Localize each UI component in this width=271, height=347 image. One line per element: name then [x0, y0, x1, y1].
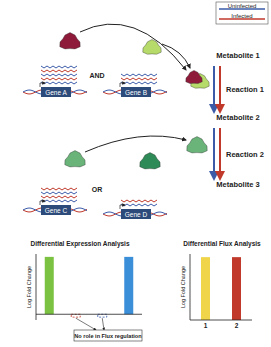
mrna [41, 82, 77, 84]
reaction-label: Reaction 1 [226, 85, 264, 94]
bar [232, 257, 241, 320]
reaction-label: Reaction 2 [226, 150, 264, 159]
gene-label: Gene B [125, 89, 147, 96]
reaction-arrow [219, 128, 221, 179]
arrow [162, 44, 190, 68]
arrow [85, 136, 186, 152]
bar [98, 314, 107, 317]
gene-box [41, 205, 71, 215]
chart-title: Differential Expression Analysis [30, 240, 129, 248]
bar [201, 257, 210, 320]
y-axis [190, 254, 191, 320]
mrna [121, 204, 157, 206]
annotation-box [74, 330, 142, 341]
marks [201, 257, 241, 320]
legend-label: Uninfected [228, 3, 257, 9]
reaction-arrow [213, 66, 215, 112]
legend: Uninfected Infected [216, 2, 268, 24]
protein [60, 33, 80, 49]
bar [71, 314, 80, 317]
gene-box [121, 87, 151, 97]
mrna [41, 200, 77, 202]
promoter-arrow [120, 83, 125, 87]
mrna [41, 192, 77, 194]
gene: Gene C [23, 188, 87, 215]
gene: Gene A [23, 66, 87, 97]
chart: Differential Flux Analysis Log Fold Chang… [180, 240, 261, 329]
gene-label: Gene C [45, 207, 68, 214]
mrna [121, 78, 157, 80]
metabolite: Metabolite 2 [216, 113, 259, 122]
gene: Gene B [103, 74, 167, 97]
annotation-arrow [102, 318, 104, 330]
x-axis [190, 320, 252, 321]
gene-box [41, 87, 71, 97]
bar [124, 257, 133, 314]
marks [45, 257, 134, 317]
complex [186, 70, 202, 83]
enzyme [187, 137, 207, 153]
gene-label: Gene D [125, 211, 148, 218]
promoter-arrow [120, 205, 125, 209]
logic-label: OR [92, 186, 103, 193]
annotation: No role in Flux regulation [74, 333, 142, 339]
y-axis [36, 254, 37, 320]
reaction-arrow [213, 128, 215, 179]
mrna [41, 74, 77, 76]
metabolite: Metabolite 3 [216, 180, 259, 189]
axis-label: Log Fold Change [26, 266, 32, 308]
logic-label: AND [89, 72, 104, 79]
bar [45, 257, 54, 314]
mrna [121, 82, 157, 84]
axis-label: Log Fold Change [180, 266, 186, 308]
gene-box [121, 209, 151, 219]
chart-title: Differential Flux Analysis [183, 240, 261, 248]
gene: Gene D [103, 200, 167, 219]
promoter-arrow [40, 83, 45, 87]
tick-label: 1 [204, 322, 208, 329]
annotation-arrow [76, 318, 96, 330]
mrna [41, 70, 77, 72]
mrna [121, 74, 157, 76]
protein [140, 153, 160, 169]
mrna [41, 66, 77, 68]
mrna [121, 200, 157, 202]
mrna [41, 188, 77, 190]
metabolite: Metabolite 1 [216, 51, 259, 60]
mrna [41, 196, 77, 198]
mrna [41, 78, 77, 80]
x-axis [36, 314, 142, 315]
root: Uninfected Infected Gene A Gene B Gene C Gene… [0, 0, 271, 347]
chart: Differential Expression Analysis Log Fold… [26, 240, 142, 341]
gene-label: Gene A [45, 89, 67, 96]
tick-label: 2 [235, 322, 239, 329]
reaction-arrow [219, 66, 221, 112]
legend-box [216, 2, 268, 24]
protein [65, 151, 85, 167]
promoter-arrow [40, 201, 45, 205]
diagram: Uninfected Infected Gene A Gene B Gene C Gene… [0, 0, 271, 347]
legend-label: Infected [231, 13, 252, 19]
